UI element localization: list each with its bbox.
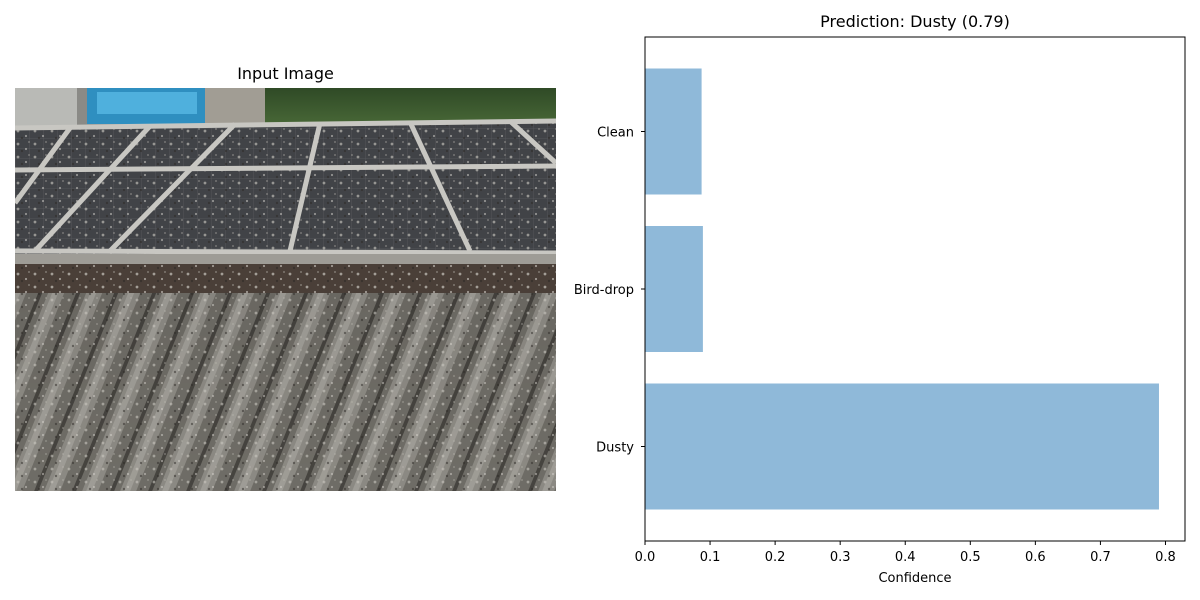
input-image [15,88,556,491]
input-image-title: Input Image [237,64,334,83]
x-tick-label: 0.6 [1025,550,1046,565]
y-tick-label: Clean [597,126,634,141]
x-tick-label: 0.4 [895,550,916,565]
plot-frame [644,36,1186,542]
x-tick-label: 0.1 [700,550,721,565]
bar-bird-drop [645,226,703,352]
y-tick-label: Dusty [596,441,634,456]
y-tick-label: Bird-drop [574,283,634,298]
x-tick-label: 0.2 [765,550,786,565]
bar-group [645,68,1159,510]
x-axis-label: Confidence [878,571,951,586]
bar-clean [645,68,702,195]
x-tick-label: 0.5 [960,550,981,565]
x-tick-label: 0.8 [1155,550,1176,565]
chart-title: Prediction: Dusty (0.79) [820,12,1010,31]
x-tick-label: 0.7 [1090,550,1111,565]
x-axis-ticks: 0.0 0.1 0.2 0.3 0.4 0.5 0.6 0.7 0.8 [635,541,1176,565]
bar-dusty [645,383,1159,510]
x-tick-label: 0.3 [830,550,851,565]
x-tick-label: 0.0 [635,550,656,565]
y-axis-ticks: Dusty Bird-drop Clean [574,126,645,456]
